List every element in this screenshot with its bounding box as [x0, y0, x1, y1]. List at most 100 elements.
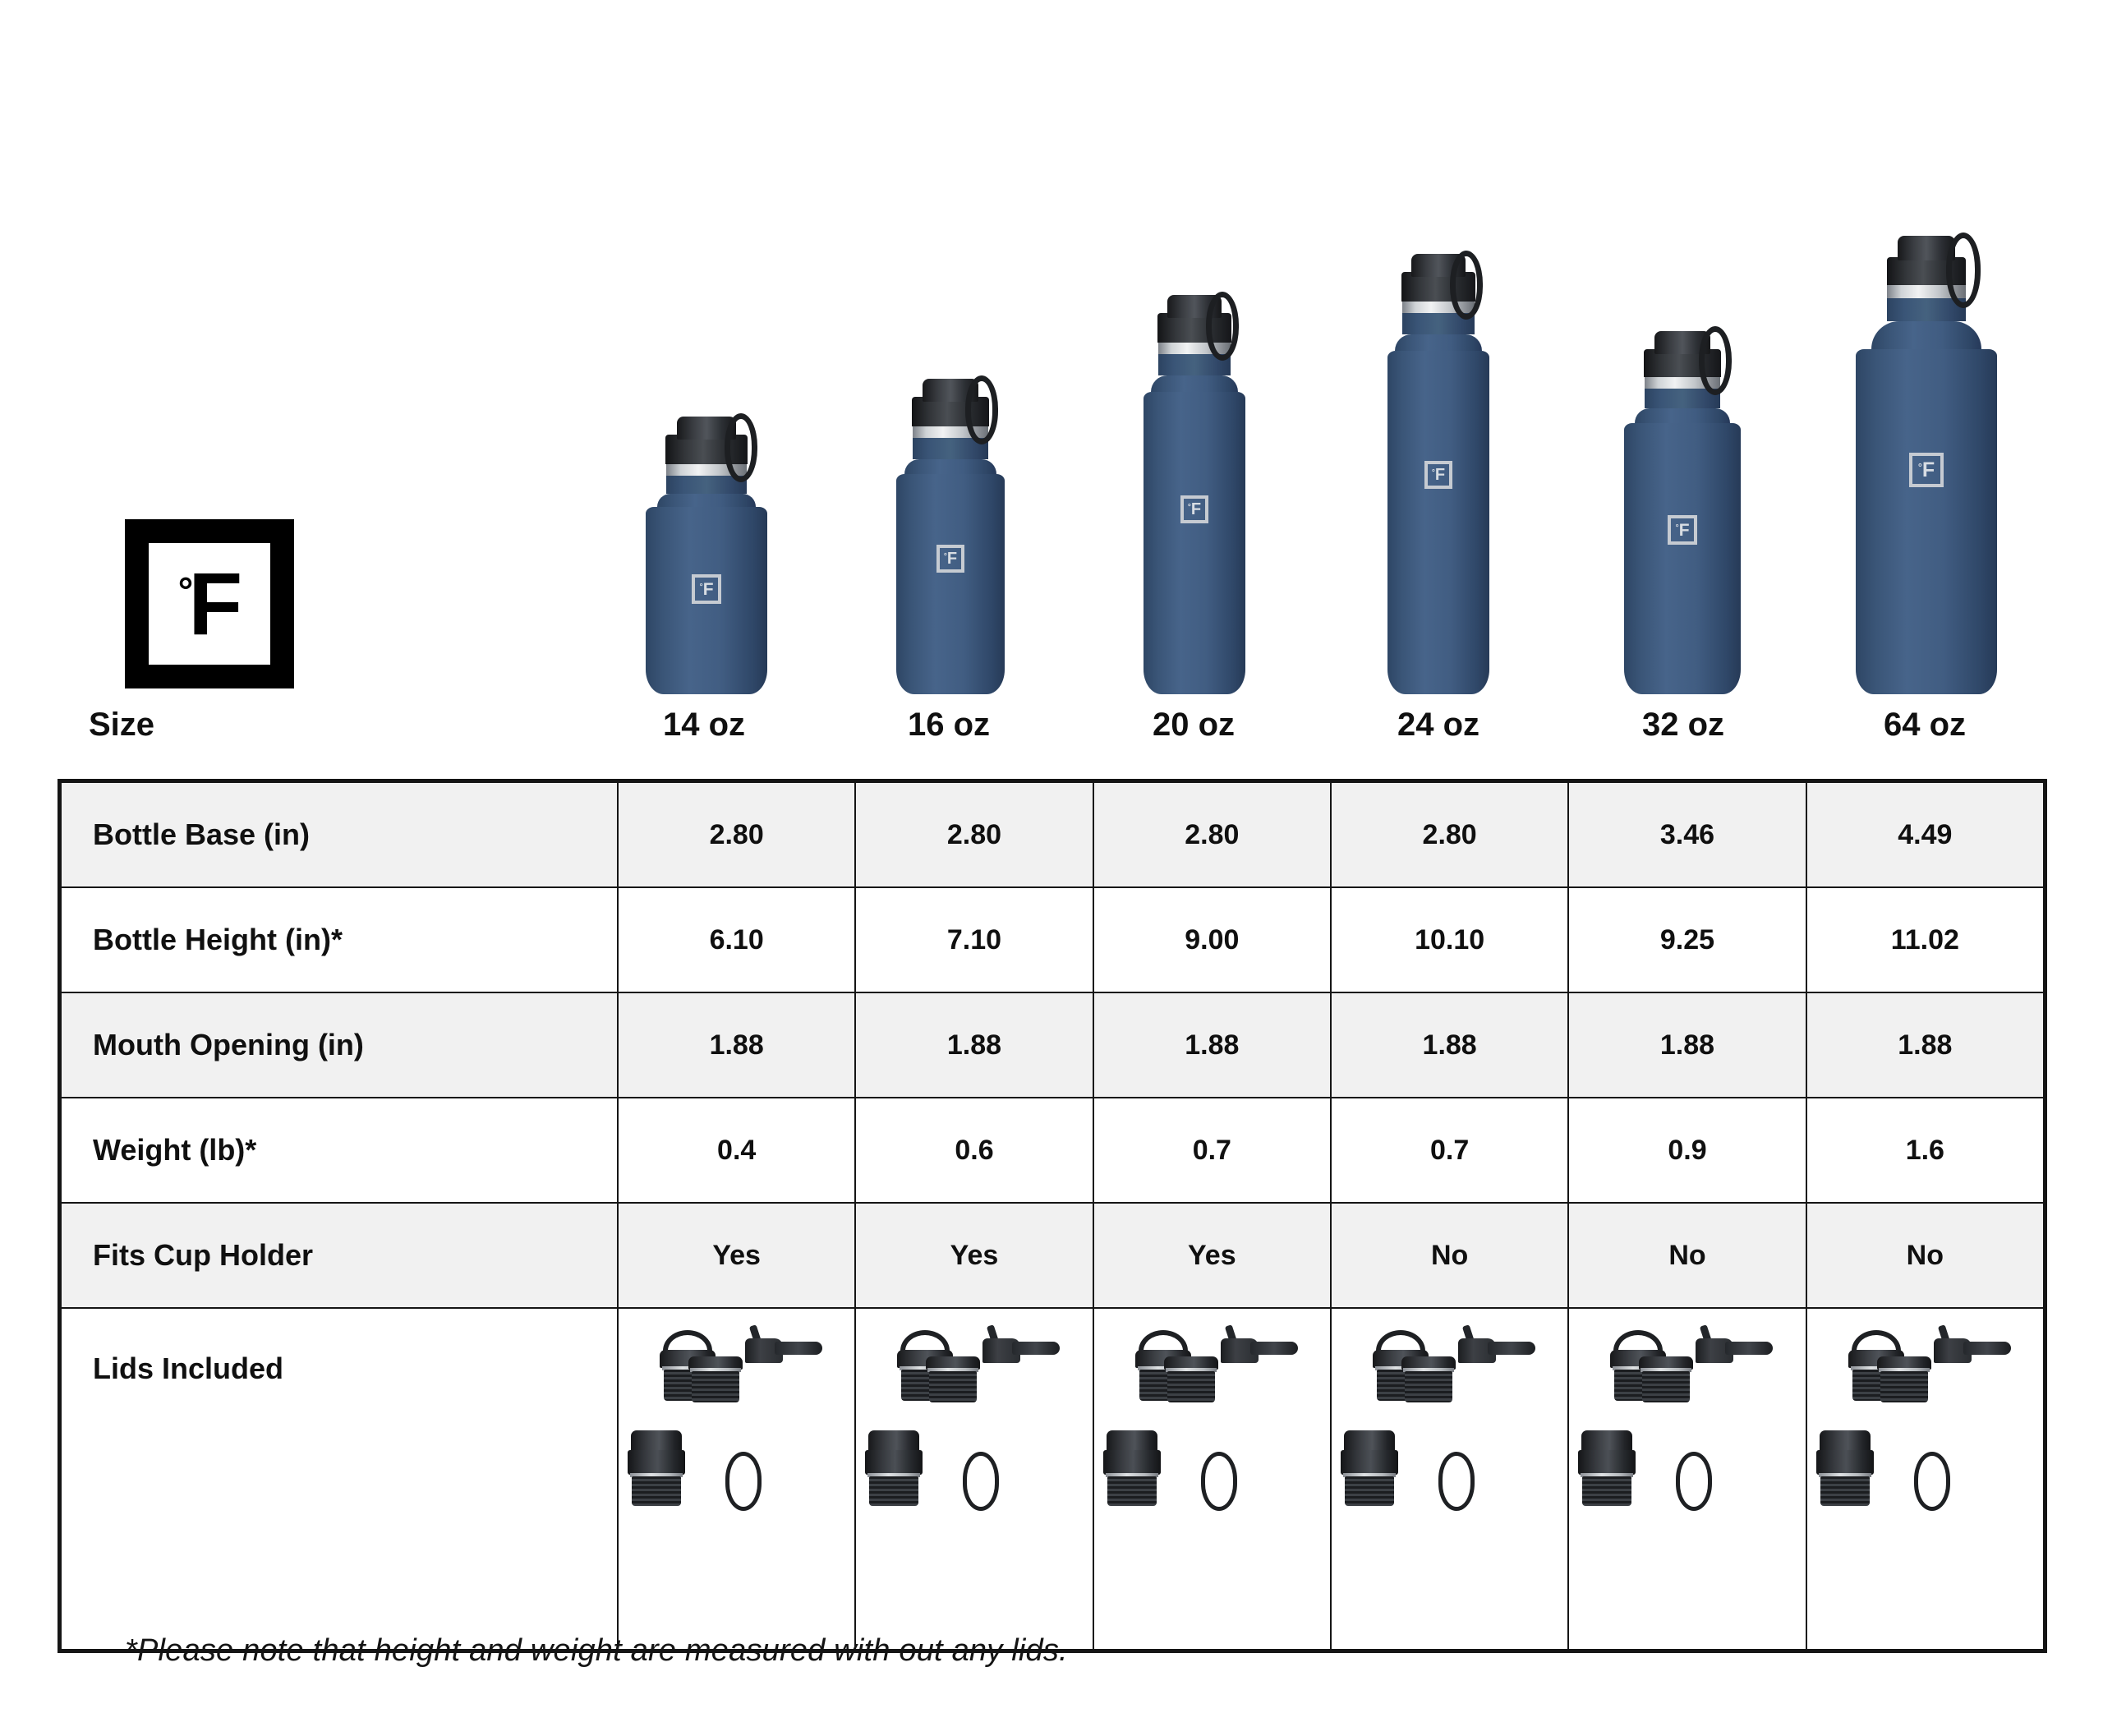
bottle-logo-degree: °	[699, 582, 703, 592]
cell-lids-included-32oz	[1567, 1307, 1807, 1651]
logo-frame	[125, 519, 294, 688]
size-header-20oz: 20 oz	[1152, 707, 1236, 743]
bottle-logo-degree: °	[1675, 523, 1679, 533]
bottle-image-64oz: ° F	[1805, 233, 2048, 694]
cell-lids-included-24oz	[1329, 1307, 1570, 1651]
degree-f-logo-icon: ° F	[125, 519, 294, 688]
cell-mouth-opening-24oz: 1.88	[1329, 992, 1570, 1098]
row-label-lids-included: Lids Included	[60, 1307, 619, 1651]
logo-glyph: ° F	[125, 519, 294, 688]
cell-weight-64oz: 1.6	[1805, 1097, 2045, 1204]
bottle-image-20oz: ° F	[1073, 246, 1316, 694]
table-row: Bottle Base (in) 2.80 2.80 2.80 2.80 3.4…	[60, 781, 2045, 888]
spec-table: Bottle Base (in) 2.80 2.80 2.80 2.80 3.4…	[58, 779, 2047, 1653]
bottle-image-24oz: ° F	[1317, 246, 1560, 694]
cell-lids-included-16oz	[854, 1307, 1094, 1651]
cell-lids-included-14oz	[616, 1307, 857, 1651]
cell-bottle-height-24oz: 10.10	[1329, 886, 1570, 993]
bottle-logo-letter: F	[1190, 500, 1202, 518]
size-header-32oz: 32 oz	[1641, 707, 1725, 743]
cell-mouth-opening-20oz: 1.88	[1092, 992, 1332, 1098]
cell-mouth-opening-16oz: 1.88	[854, 992, 1094, 1098]
cell-weight-24oz: 0.7	[1329, 1097, 1570, 1204]
lid-icon-group	[1094, 1309, 1330, 1555]
table-row: Mouth Opening (in) 1.88 1.88 1.88 1.88 1…	[60, 992, 2045, 1098]
size-header-64oz: 64 oz	[1883, 707, 1967, 743]
cell-bottle-base-32oz: 3.46	[1567, 781, 1807, 888]
cell-fits-cup-holder-32oz: No	[1567, 1202, 1807, 1309]
table-row: Fits Cup Holder Yes Yes Yes No No No	[60, 1202, 2045, 1309]
lid-icon-group	[1569, 1309, 1805, 1555]
bottle-logo-degree: °	[1187, 502, 1191, 512]
cell-mouth-opening-64oz: 1.88	[1805, 992, 2045, 1098]
row-label-weight: Weight (lb)*	[60, 1097, 619, 1204]
spout-lid-icon	[1876, 1324, 2021, 1407]
cell-bottle-height-14oz: 6.10	[616, 886, 857, 993]
cell-mouth-opening-14oz: 1.88	[616, 992, 857, 1098]
bottle-logo-letter: F	[1921, 458, 1935, 481]
bottle-image-14oz: ° F	[585, 246, 828, 694]
bottle-logo-degree: °	[1431, 467, 1435, 477]
cell-bottle-base-24oz: 2.80	[1329, 781, 1570, 888]
handle-lid-icon	[886, 1330, 964, 1409]
cell-fits-cup-holder-16oz: Yes	[854, 1202, 1094, 1309]
logo-letter-f: F	[188, 554, 242, 653]
cell-fits-cup-holder-64oz: No	[1805, 1202, 2045, 1309]
spout-lid-icon	[1163, 1324, 1308, 1407]
spout-lid-icon	[688, 1324, 832, 1407]
lanyard-lid-icon	[865, 1430, 1037, 1521]
lid-icon-group	[1807, 1309, 2043, 1555]
lanyard-lid-icon	[1340, 1430, 1512, 1521]
footnote-text: *Please note that height and weight are …	[125, 1633, 1068, 1668]
cell-bottle-base-64oz: 4.49	[1805, 781, 2045, 888]
lid-icon-group	[856, 1309, 1092, 1555]
spout-lid-icon	[1401, 1324, 1545, 1407]
cell-bottle-height-32oz: 9.25	[1567, 886, 1807, 993]
cell-bottle-base-16oz: 2.80	[854, 781, 1094, 888]
size-header-row: Size 14 oz 16 oz 20 oz 24 oz 32 oz 64 oz	[58, 707, 2047, 767]
cell-lids-included-64oz	[1805, 1307, 2045, 1651]
lanyard-lid-icon	[628, 1430, 799, 1521]
size-header-14oz: 14 oz	[662, 707, 746, 743]
cell-fits-cup-holder-14oz: Yes	[616, 1202, 857, 1309]
lanyard-lid-icon	[1578, 1430, 1750, 1521]
bottle-image-32oz: ° F	[1561, 246, 1804, 694]
bottle-logo-letter: F	[1678, 520, 1690, 540]
row-label-bottle-height: Bottle Height (in)*	[60, 886, 619, 993]
cell-fits-cup-holder-24oz: No	[1329, 1202, 1570, 1309]
size-header-16oz: 16 oz	[907, 707, 991, 743]
cell-fits-cup-holder-20oz: Yes	[1092, 1202, 1332, 1309]
bottle-lineup: ° F ° F	[585, 233, 2048, 694]
cell-bottle-height-16oz: 7.10	[854, 886, 1094, 993]
table-row: Weight (lb)* 0.4 0.6 0.7 0.7 0.9 1.6	[60, 1097, 2045, 1204]
cell-weight-32oz: 0.9	[1567, 1097, 1807, 1204]
bottle-logo-letter: F	[702, 579, 714, 599]
size-header-label: Size	[89, 707, 155, 743]
table-row: Bottle Height (in)* 6.10 7.10 9.00 10.10…	[60, 886, 2045, 993]
cell-mouth-opening-32oz: 1.88	[1567, 992, 1807, 1098]
row-label-fits-cup-holder: Fits Cup Holder	[60, 1202, 619, 1309]
lanyard-lid-icon	[1102, 1430, 1275, 1521]
cell-bottle-height-64oz: 11.02	[1805, 886, 2045, 993]
cell-lids-included-20oz	[1092, 1307, 1332, 1651]
lid-icon-group	[619, 1309, 854, 1555]
bottle-logo-degree: °	[1917, 462, 1922, 473]
lanyard-lid-icon	[1815, 1430, 1988, 1521]
spout-lid-icon	[1639, 1324, 1783, 1407]
row-label-bottle-base: Bottle Base (in)	[60, 781, 619, 888]
bottle-logo-letter: F	[1434, 466, 1446, 484]
bottle-logo-degree: °	[943, 551, 947, 561]
cell-weight-14oz: 0.4	[616, 1097, 857, 1204]
bottle-image-16oz: ° F	[829, 246, 1072, 694]
cell-bottle-base-14oz: 2.80	[616, 781, 857, 888]
cell-bottle-base-20oz: 2.80	[1092, 781, 1332, 888]
cell-weight-16oz: 0.6	[854, 1097, 1094, 1204]
spout-lid-icon	[926, 1324, 1070, 1407]
lid-icon-group	[1332, 1309, 1567, 1555]
size-header-24oz: 24 oz	[1397, 707, 1480, 743]
cell-bottle-height-20oz: 9.00	[1092, 886, 1332, 993]
bottle-logo-letter: F	[946, 550, 958, 568]
row-label-mouth-opening: Mouth Opening (in)	[60, 992, 619, 1098]
logo-degree-symbol: °	[177, 569, 193, 612]
